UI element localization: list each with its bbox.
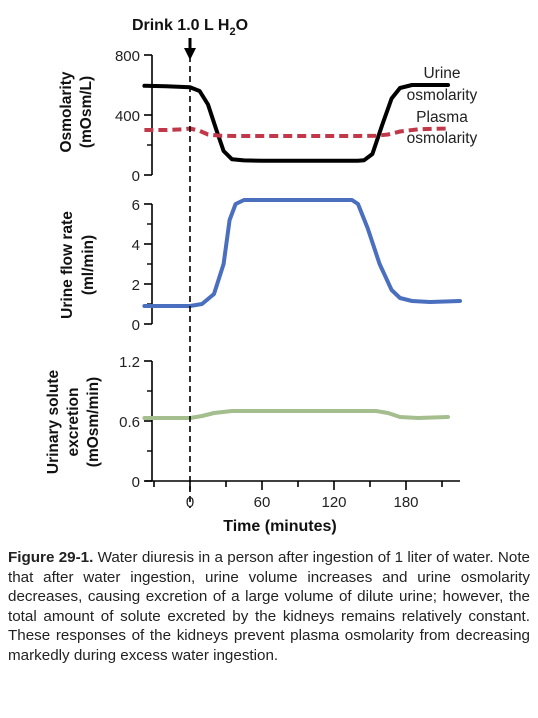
- y-tick-label-solute-2: 1.2: [119, 354, 140, 371]
- series-line-plasma-osmolarity: [144, 126, 449, 138]
- y-tick-label-flow-3: 6: [132, 197, 140, 214]
- y-tick-label-osmolarity-1: 400: [115, 108, 140, 125]
- x-axis-label: Time (minutes): [223, 518, 337, 535]
- series-line-urinary-solute-excretion: [142, 409, 450, 420]
- y-axis-label-osmolarity-0: Osmolarity: [58, 71, 75, 152]
- series-label-plasma-osmolarity-1: osmolarity: [407, 130, 478, 147]
- figure-caption: Figure 29-1. Water diuresis in a person …: [8, 548, 530, 666]
- y-tick-label-flow-0: 0: [132, 317, 140, 334]
- drink-annotation: Drink 1.0 L H2O: [132, 17, 248, 38]
- y-tick-label-solute-1: 0.6: [119, 414, 140, 431]
- series-label-plasma-osmolarity-0: Plasma: [416, 109, 468, 126]
- y-axis-label-solute-0: Urinary solute: [45, 370, 62, 475]
- drink-arrow-head: [184, 48, 196, 60]
- y-axis-label-osmolarity-1: (mOsm/L): [78, 76, 95, 148]
- y-tick-label-flow-1: 2: [132, 277, 140, 294]
- y-axis-label-flow-0: Urine flow rate: [59, 211, 76, 319]
- x-tick-label-60: 60: [254, 494, 271, 511]
- y-tick-label-osmolarity-2: 800: [115, 48, 140, 65]
- series-line-urine-osmolarity: [142, 83, 450, 163]
- caption-text: Water diuresis in a person after ingesti…: [8, 549, 530, 664]
- y-axis-label-flow-1: (ml/min): [80, 235, 97, 295]
- series-label-urine-osmolarity-0: Urine: [423, 65, 460, 82]
- series-label-urine-osmolarity-1: osmolarity: [407, 87, 478, 104]
- x-tick-label-0: 0: [186, 494, 194, 511]
- y-tick-label-osmolarity-0: 0: [132, 168, 140, 185]
- y-tick-label-flow-2: 4: [132, 237, 140, 254]
- y-tick-label-solute-0: 0: [132, 474, 140, 491]
- y-axis-label-solute-2: (mOsm/min): [85, 377, 102, 467]
- series-line-urine-flow-rate: [142, 198, 462, 308]
- water-diuresis-figure: 0 400 800 Osmolarity (mOsm/L) 0 2 4 6 Urine flow …: [45, 17, 478, 535]
- x-tick-label-120: 120: [321, 494, 346, 511]
- caption-label: Figure 29-1.: [8, 549, 94, 566]
- x-tick-label-180: 180: [393, 494, 418, 511]
- y-axis-label-solute-1: excretion: [65, 388, 82, 457]
